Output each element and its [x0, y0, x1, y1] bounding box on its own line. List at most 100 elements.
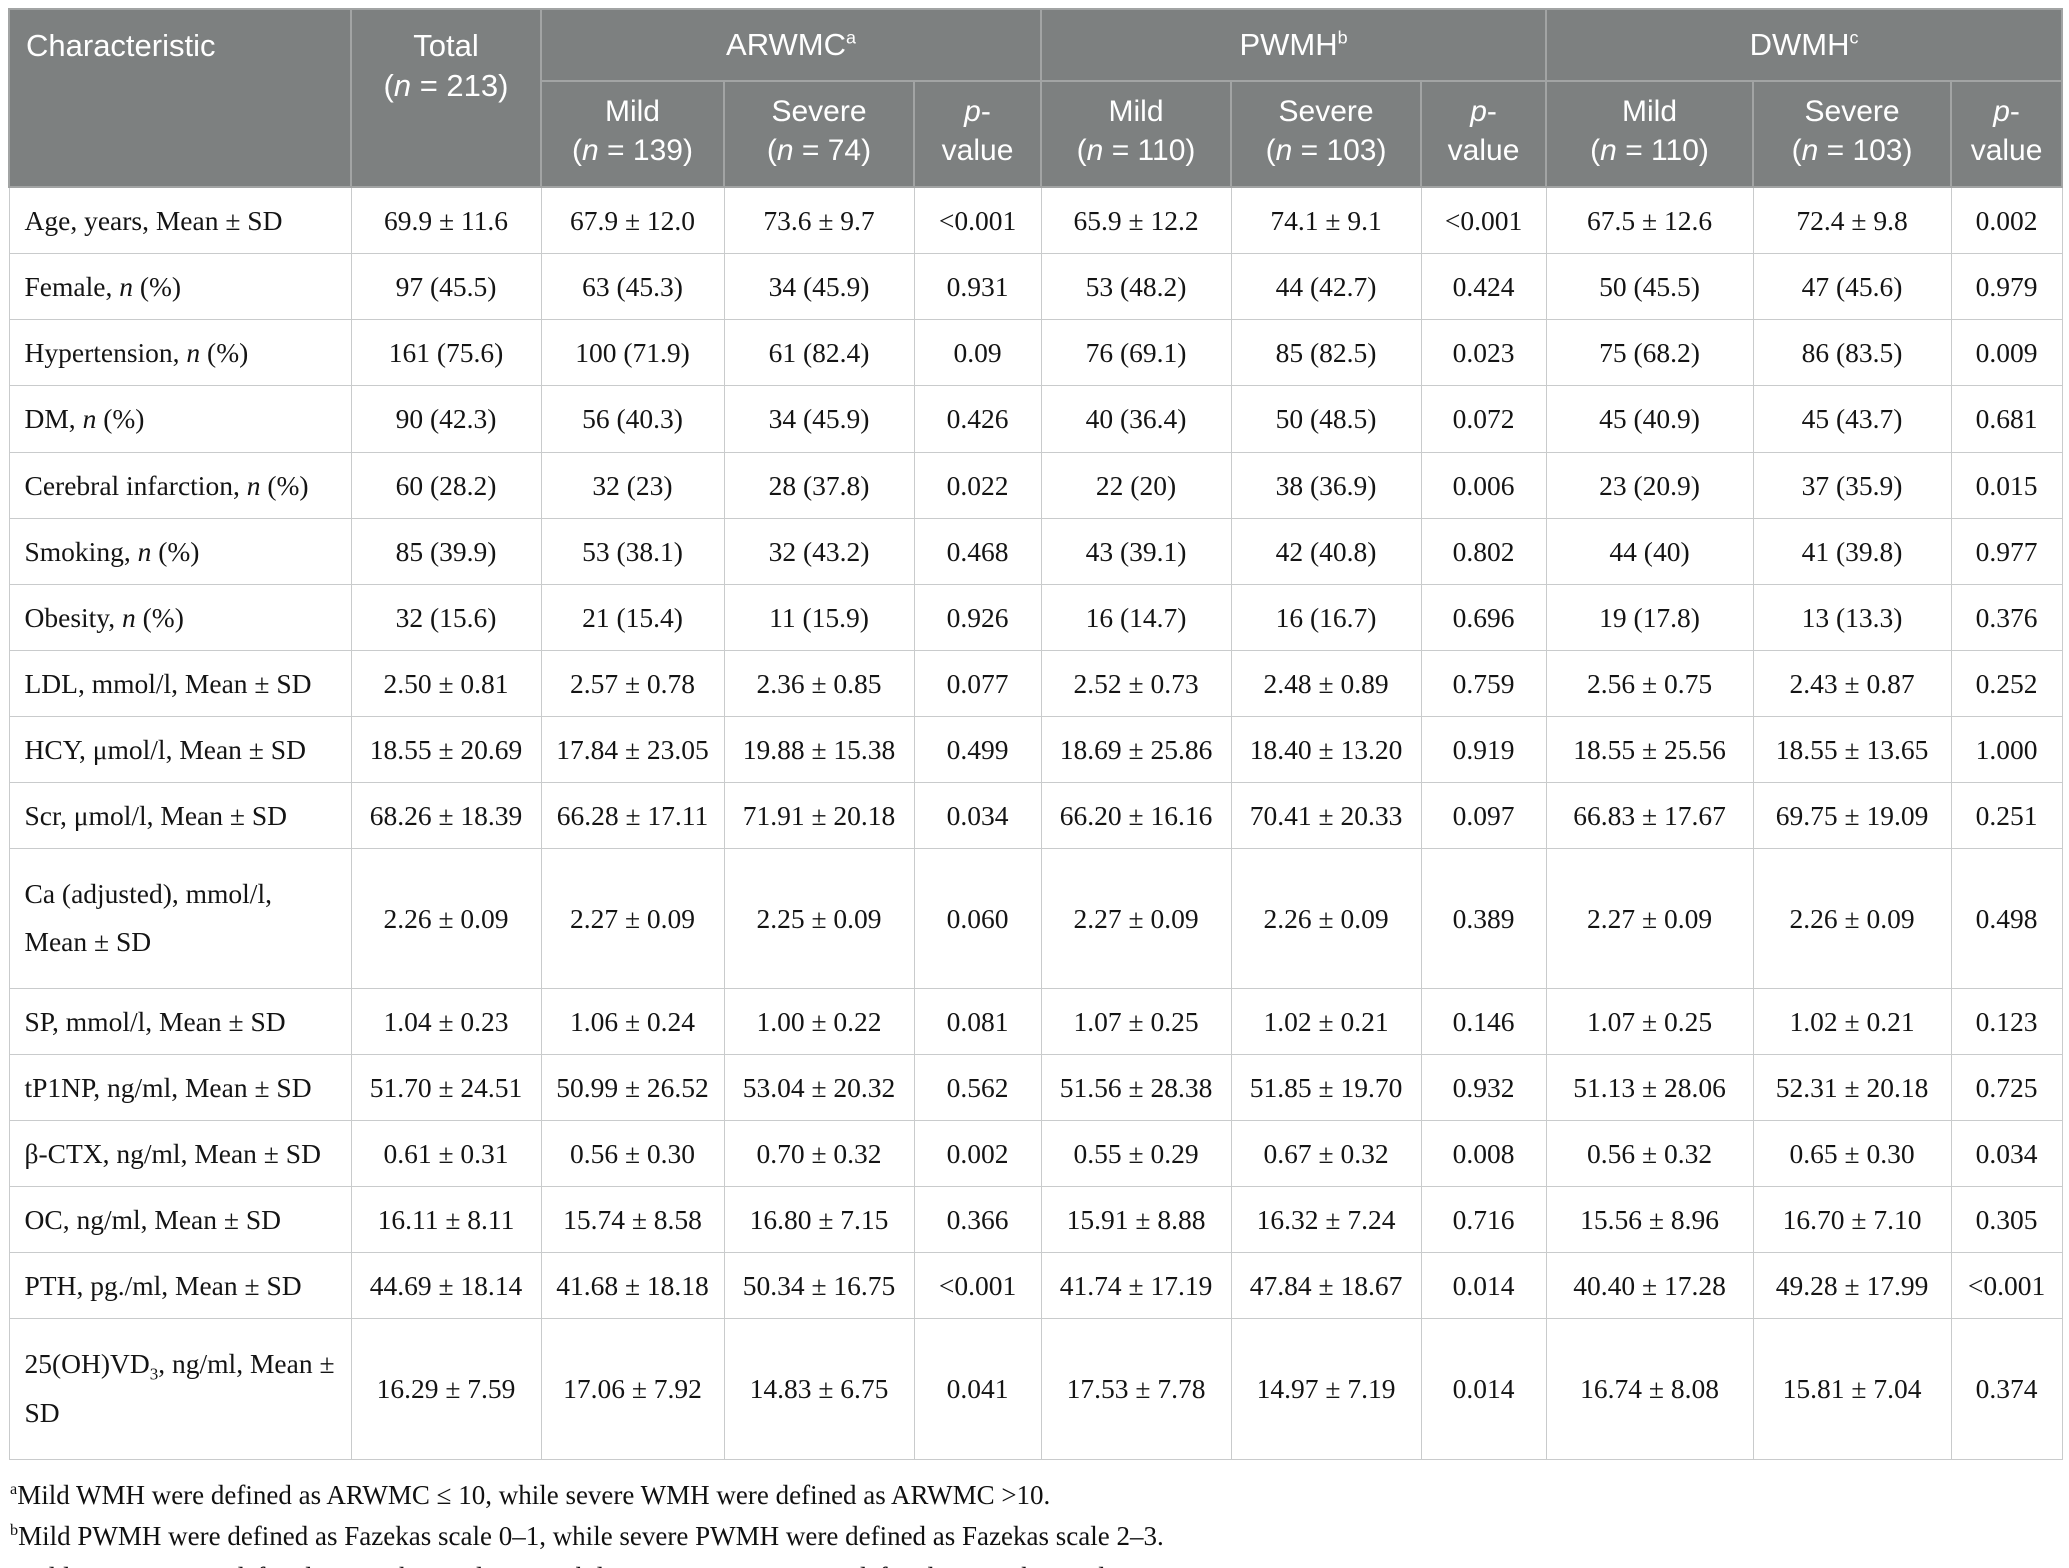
- data-cell: 69.9 ± 11.6: [350, 186, 542, 255]
- data-cell: 70.41 ± 20.33: [1230, 782, 1422, 850]
- data-cell: 0.022: [913, 451, 1042, 519]
- row-label: Smoking, n (%): [8, 517, 352, 585]
- data-cell: 2.36 ± 0.85: [723, 649, 915, 718]
- data-cell: 50.99 ± 26.52: [540, 1053, 725, 1121]
- data-cell: 0.61 ± 0.31: [350, 1119, 542, 1187]
- data-cell: 1.04 ± 0.23: [350, 987, 542, 1055]
- row-label: Cerebral infarction, n (%): [8, 451, 352, 519]
- data-cell: 0.002: [1950, 186, 2063, 255]
- column-header-pwmh-mild: Mild (n = 110): [1040, 80, 1233, 188]
- table-row: Obesity, n (%) 32 (15.6) 21 (15.4) 11 (15.9…: [8, 583, 2063, 651]
- data-cell: 2.48 ± 0.89: [1230, 649, 1422, 718]
- data-cell: 90 (42.3): [350, 385, 542, 453]
- data-cell: 18.55 ± 25.56: [1545, 715, 1754, 784]
- data-cell: 40 (36.4): [1040, 385, 1232, 453]
- table-row: Age, years, Mean ± SD 69.9 ± 11.6 67.9 ± 1…: [8, 186, 2063, 255]
- data-cell: 28 (37.8): [723, 451, 915, 519]
- column-header-arwmc-severe: Severe (n = 74): [723, 80, 915, 188]
- data-cell: 61 (82.4): [723, 319, 915, 387]
- data-cell: 0.366: [913, 1185, 1042, 1254]
- data-cell: 0.696: [1420, 583, 1547, 651]
- row-label: PTH, pg./ml, Mean ± SD: [8, 1251, 352, 1320]
- data-cell: 2.25 ± 0.09: [723, 848, 915, 989]
- data-cell: 0.681: [1950, 385, 2063, 453]
- data-cell: 50 (45.5): [1545, 253, 1754, 321]
- table-row: Female, n (%) 97 (45.5) 63 (45.3) 34 (45.9)…: [8, 253, 2063, 321]
- data-cell: 38 (36.9): [1230, 451, 1422, 519]
- data-cell: 51.13 ± 28.06: [1545, 1053, 1754, 1121]
- data-cell: 0.426: [913, 385, 1042, 453]
- data-cell: 0.67 ± 0.32: [1230, 1119, 1422, 1187]
- data-cell: 85 (39.9): [350, 517, 542, 585]
- data-cell: <0.001: [913, 1251, 1042, 1320]
- table-row: PTH, pg./ml, Mean ± SD 44.69 ± 18.14 41.68…: [8, 1251, 2063, 1320]
- data-cell: 2.57 ± 0.78: [540, 649, 725, 718]
- data-cell: 0.979: [1950, 253, 2063, 321]
- data-cell: 0.008: [1420, 1119, 1547, 1187]
- data-cell: 1.00 ± 0.22: [723, 987, 915, 1055]
- table-row: tP1NP, ng/ml, Mean ± SD 51.70 ± 24.51 50.9…: [8, 1053, 2063, 1121]
- data-cell: 1.02 ± 0.21: [1230, 987, 1422, 1055]
- data-cell: 16.70 ± 7.10: [1752, 1185, 1952, 1254]
- data-cell: 15.91 ± 8.88: [1040, 1185, 1232, 1254]
- data-cell: 2.26 ± 0.09: [350, 848, 542, 989]
- data-cell: 11 (15.9): [723, 583, 915, 651]
- data-cell: 66.20 ± 16.16: [1040, 782, 1232, 850]
- data-cell: 0.014: [1420, 1318, 1547, 1460]
- data-cell: 0.759: [1420, 649, 1547, 718]
- data-cell: 0.562: [913, 1053, 1042, 1121]
- data-cell: 47 (45.6): [1752, 253, 1952, 321]
- data-cell: 41.74 ± 17.19: [1040, 1251, 1232, 1320]
- table-row: 25(OH)VD3, ng/ml, Mean ± SD 16.29 ± 7.59 1…: [8, 1318, 2063, 1460]
- data-cell: 37 (35.9): [1752, 451, 1952, 519]
- data-cell: 40.40 ± 17.28: [1545, 1251, 1754, 1320]
- data-cell: 45 (40.9): [1545, 385, 1754, 453]
- data-cell: 1.07 ± 0.25: [1545, 987, 1754, 1055]
- data-cell: 2.26 ± 0.09: [1752, 848, 1952, 989]
- data-cell: 0.70 ± 0.32: [723, 1119, 915, 1187]
- data-cell: 100 (71.9): [540, 319, 725, 387]
- data-cell: 0.009: [1950, 319, 2063, 387]
- data-cell: 53 (38.1): [540, 517, 725, 585]
- data-cell: 17.06 ± 7.92: [540, 1318, 725, 1460]
- data-cell: 17.53 ± 7.78: [1040, 1318, 1232, 1460]
- data-cell: 0.55 ± 0.29: [1040, 1119, 1232, 1187]
- data-cell: 0.060: [913, 848, 1042, 989]
- row-label: SP, mmol/l, Mean ± SD: [8, 987, 352, 1055]
- data-cell: 44 (40): [1545, 517, 1754, 585]
- data-cell: 50 (48.5): [1230, 385, 1422, 453]
- data-cell: 0.499: [913, 715, 1042, 784]
- data-cell: 65.9 ± 12.2: [1040, 186, 1232, 255]
- data-cell: 0.498: [1950, 848, 2063, 989]
- data-cell: 0.468: [913, 517, 1042, 585]
- data-cell: 0.374: [1950, 1318, 2063, 1460]
- data-cell: 1.06 ± 0.24: [540, 987, 725, 1055]
- data-cell: 34 (45.9): [723, 253, 915, 321]
- data-cell: 1.07 ± 0.25: [1040, 987, 1232, 1055]
- data-cell: 2.52 ± 0.73: [1040, 649, 1232, 718]
- data-cell: 0.077: [913, 649, 1042, 718]
- table-row: OC, ng/ml, Mean ± SD 16.11 ± 8.11 15.74 ± …: [8, 1185, 2063, 1254]
- data-cell: 44.69 ± 18.14: [350, 1251, 542, 1320]
- data-cell: 44 (42.7): [1230, 253, 1422, 321]
- data-cell: 0.041: [913, 1318, 1042, 1460]
- data-cell: 2.27 ± 0.09: [540, 848, 725, 989]
- data-cell: 73.6 ± 9.7: [723, 186, 915, 255]
- column-header-dwmh-severe: Severe (n = 103): [1752, 80, 1953, 188]
- data-cell: 0.802: [1420, 517, 1547, 585]
- data-cell: 0.072: [1420, 385, 1547, 453]
- data-cell: 2.26 ± 0.09: [1230, 848, 1422, 989]
- data-cell: 66.28 ± 17.11: [540, 782, 725, 850]
- table-row: Scr, μmol/l, Mean ± SD 68.26 ± 18.39 66.28…: [8, 782, 2063, 850]
- data-cell: 42 (40.8): [1230, 517, 1422, 585]
- data-cell: 0.977: [1950, 517, 2063, 585]
- table-row: SP, mmol/l, Mean ± SD 1.04 ± 0.23 1.06 ± 0…: [8, 987, 2063, 1055]
- data-cell: 75 (68.2): [1545, 319, 1754, 387]
- table-row: LDL, mmol/l, Mean ± SD 2.50 ± 0.81 2.57 ± …: [8, 649, 2063, 718]
- data-cell: 15.74 ± 8.58: [540, 1185, 725, 1254]
- data-cell: 74.1 ± 9.1: [1230, 186, 1422, 255]
- data-cell: 16.11 ± 8.11: [350, 1185, 542, 1254]
- data-cell: 66.83 ± 17.67: [1545, 782, 1754, 850]
- data-cell: 0.716: [1420, 1185, 1547, 1254]
